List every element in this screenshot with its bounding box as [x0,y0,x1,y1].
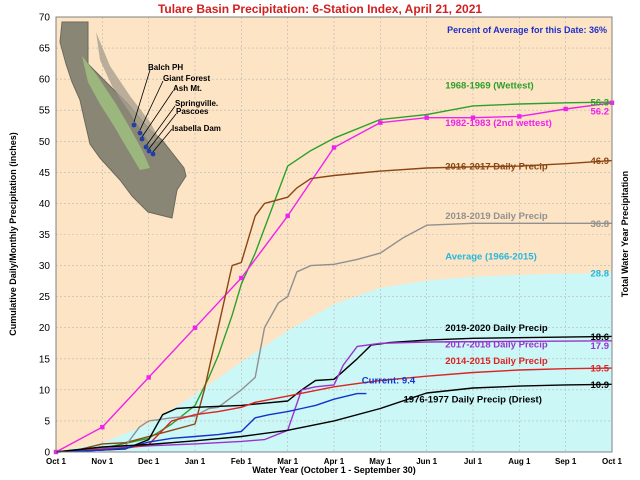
x-tick-label: Oct 1 [46,457,67,466]
ticks-layer: 0 5 10 15 20 25 30 35 40 45 50 55 60 65 70 Oct 1 Nov 1 De… [39,13,623,467]
y-axis-label: Cumulative Daily/Monthly Precipitation (… [8,132,18,336]
series-marker-2 [331,145,337,150]
map-label-pascoes: Pascoes [176,107,209,116]
y-tick-label: 30 [39,261,51,272]
x-tick-label: Apr 1 [324,457,345,466]
final-value-4: 36.8 [591,219,610,230]
series-marker-2 [378,120,383,125]
x-tick-label: Jan 1 [185,457,206,466]
y-axis-right-label: Total Water Year Precipitation [620,171,630,297]
y-tick-label: 65 [39,44,51,55]
y-tick-label: 0 [44,448,50,459]
series-label-5: 2019-2020 Daily Precip [445,323,548,334]
y-tick-label: 40 [39,199,51,210]
series-label-3: 2016-2017 Daily Precip [445,161,548,172]
series-label-0: Average (1966-2015) [445,251,537,262]
series-line-3 [55,159,613,453]
series-marker-2 [517,114,522,119]
x-tick-label: Oct 1 [602,457,623,466]
station-leader-lines [133,69,177,154]
y-tick-label: 5 [44,416,50,427]
series-marker-2 [146,375,151,380]
y-tick-label: 50 [39,137,51,148]
series-label-2: 1982-1983 (2nd wettest) [445,118,552,129]
y-tick-label: 35 [39,230,51,241]
series-marker-2 [239,275,244,281]
x-tick-label: May 1 [369,457,392,466]
series-marker-2 [470,115,476,120]
x-tick-label: Nov 1 [91,457,113,466]
y-tick-label: 25 [39,292,51,303]
series-label-4: 2018-2019 Daily Precip [445,211,548,222]
california-map: Balch PH Giant Forest Ash Mt. Springvill… [59,21,221,219]
series-labels-layer: 1968-1969 (Wettest) 1982-1983 (2nd wettes… [362,80,610,405]
x-tick-label: Mar 1 [277,457,298,466]
series-line-9 [55,383,613,453]
plot-border [55,16,613,453]
final-value-6: 17.9 [591,341,610,352]
series-label-8: Current: 9.4 [362,376,416,387]
y-tick-label: 10 [39,385,51,396]
series-marker-2 [563,106,568,112]
sierra-nevada [96,32,160,144]
final-value-7: 13.5 [591,364,610,375]
y-tick-label: 15 [39,354,51,365]
series-marker-2 [192,325,198,330]
x-tick-label: Dec 1 [138,457,160,466]
x-tick-label: Feb 1 [231,457,252,466]
series-line-4 [55,222,612,453]
final-value-9: 10.9 [591,380,610,391]
series-marker-2 [424,115,429,120]
final-value-1: 56.3 [591,98,610,109]
y-tick-label: 45 [39,168,51,179]
chart-title: Tulare Basin Precipitation: 6-Station In… [158,2,482,16]
y-tick-label: 70 [39,13,51,24]
series-label-6: 2017-2018 Daily Precip [445,340,548,351]
station-markers [131,122,156,157]
final-value-5: 18.6 [591,332,610,343]
map-label-giant-forest: Giant Forest [163,74,210,83]
final-value-2: 56.2 [591,107,610,118]
series-marker-2 [285,213,290,219]
y-tick-label: 60 [39,75,51,86]
x-tick-label: Jun 1 [416,457,437,466]
series-line-6 [55,340,613,453]
final-value-0: 28.8 [591,269,610,280]
series-line-1 [55,101,613,453]
x-tick-label: Sep 1 [555,457,577,466]
percent-note: Percent of Average for this Date: 36% [447,25,607,35]
x-tick-label: Jul 1 [464,457,483,466]
series-label-7: 2014-2015 Daily Precip [445,356,548,367]
series-label-1: 1968-1969 (Wettest) [445,80,534,91]
series-layer [53,100,615,455]
series-marker-2 [100,424,105,430]
y-tick-label: 20 [39,323,51,334]
final-value-3: 46.9 [591,156,610,167]
map-label-springville: Springville. [175,99,218,108]
map-label-isabella: Isabella Dam [172,124,221,133]
x-axis-label: Water Year (October 1 - September 30) [252,465,416,475]
map-label-balch: Balch PH [148,63,183,72]
central-valley [82,56,150,170]
y-tick-label: 55 [39,106,51,117]
series-label-9: 1976-1977 Daily Precip (Driest) [404,394,542,405]
x-tick-label: Aug 1 [508,457,531,466]
map-label-ash-mt: Ash Mt. [173,84,202,93]
